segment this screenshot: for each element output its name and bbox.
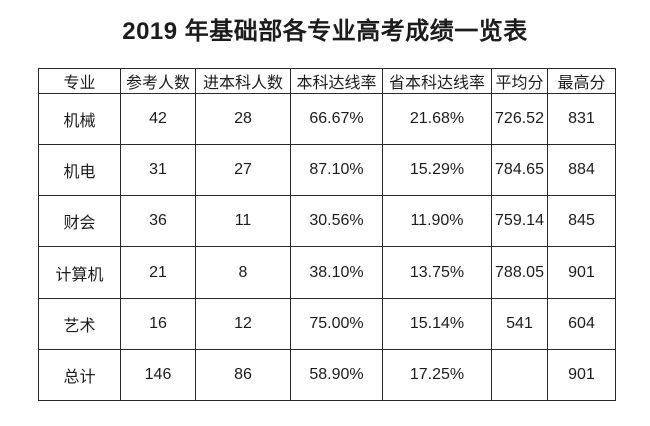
table-cell: 16 bbox=[120, 297, 196, 350]
table-cell: 15.14% bbox=[382, 297, 492, 350]
table-cell: 75.00% bbox=[290, 297, 383, 350]
table-cell: 28 bbox=[195, 92, 291, 146]
table-cell: 66.67% bbox=[290, 92, 383, 146]
table-cell: 901 bbox=[547, 246, 616, 299]
column-header: 进本科人数 bbox=[195, 68, 291, 94]
table-cell: 759.14 bbox=[491, 195, 548, 248]
table-cell: 604 bbox=[547, 297, 616, 350]
table-body: 机械 42 28 66.67% 21.68% 726.52 831 机电 31 27 87.10% 1… bbox=[38, 92, 616, 402]
column-header: 平均分 bbox=[491, 68, 548, 94]
table-cell: 财会 bbox=[38, 195, 121, 248]
table-cell: 726.52 bbox=[491, 92, 548, 146]
column-header: 省本科达线率 bbox=[382, 68, 492, 94]
table-cell: 机械 bbox=[38, 92, 121, 146]
results-table: 专业 参考人数 进本科人数 本科达线率 省本科达线率 平均分 最高分 机械 42 28 66.67… bbox=[38, 68, 616, 402]
column-header: 专业 bbox=[38, 68, 121, 94]
table-row: 财会 36 11 30.56% 11.90% 759.14 845 bbox=[38, 195, 616, 248]
table-cell: 831 bbox=[547, 92, 616, 146]
table-cell: 784.65 bbox=[491, 144, 548, 197]
table-cell: 87.10% bbox=[290, 144, 383, 197]
table-cell: 11 bbox=[195, 195, 291, 248]
table-row: 计算机 21 8 38.10% 13.75% 788.05 901 bbox=[38, 246, 616, 299]
table-cell: 机电 bbox=[38, 144, 121, 197]
table-cell: 17.25% bbox=[382, 348, 492, 402]
table-cell: 11.90% bbox=[382, 195, 492, 248]
table-cell: 30.56% bbox=[290, 195, 383, 248]
table-row: 总计 146 86 58.90% 17.25% 901 bbox=[38, 348, 616, 402]
table-cell: 58.90% bbox=[290, 348, 383, 402]
table-row: 艺术 16 12 75.00% 15.14% 541 604 bbox=[38, 297, 616, 350]
table-cell: 901 bbox=[547, 348, 616, 402]
table-cell: 146 bbox=[120, 348, 196, 402]
table-cell: 艺术 bbox=[38, 297, 121, 350]
table-cell: 总计 bbox=[38, 348, 121, 402]
table-cell: 计算机 bbox=[38, 246, 121, 299]
table-cell: 12 bbox=[195, 297, 291, 350]
table-cell: 8 bbox=[195, 246, 291, 299]
table-cell: 788.05 bbox=[491, 246, 548, 299]
table-cell: 21.68% bbox=[382, 92, 492, 146]
table-row: 机电 31 27 87.10% 15.29% 784.65 884 bbox=[38, 144, 616, 197]
header-row: 专业 参考人数 进本科人数 本科达线率 省本科达线率 平均分 最高分 bbox=[38, 68, 616, 94]
table-cell: 31 bbox=[120, 144, 196, 197]
table-cell: 86 bbox=[195, 348, 291, 402]
column-header: 参考人数 bbox=[120, 68, 196, 94]
table-cell: 541 bbox=[491, 297, 548, 350]
table-cell: 15.29% bbox=[382, 144, 492, 197]
table-cell bbox=[491, 348, 548, 402]
table-cell: 42 bbox=[120, 92, 196, 146]
document-title: 2019 年基础部各专业高考成绩一览表 bbox=[122, 18, 528, 45]
table-cell: 884 bbox=[547, 144, 616, 197]
table-cell: 36 bbox=[120, 195, 196, 248]
table-cell: 845 bbox=[547, 195, 616, 248]
table-row: 机械 42 28 66.67% 21.68% 726.52 831 bbox=[38, 92, 616, 146]
table-cell: 27 bbox=[195, 144, 291, 197]
column-header: 本科达线率 bbox=[290, 68, 383, 94]
column-header: 最高分 bbox=[547, 68, 616, 94]
table-cell: 13.75% bbox=[382, 246, 492, 299]
table-cell: 38.10% bbox=[290, 246, 383, 299]
table-cell: 21 bbox=[120, 246, 196, 299]
